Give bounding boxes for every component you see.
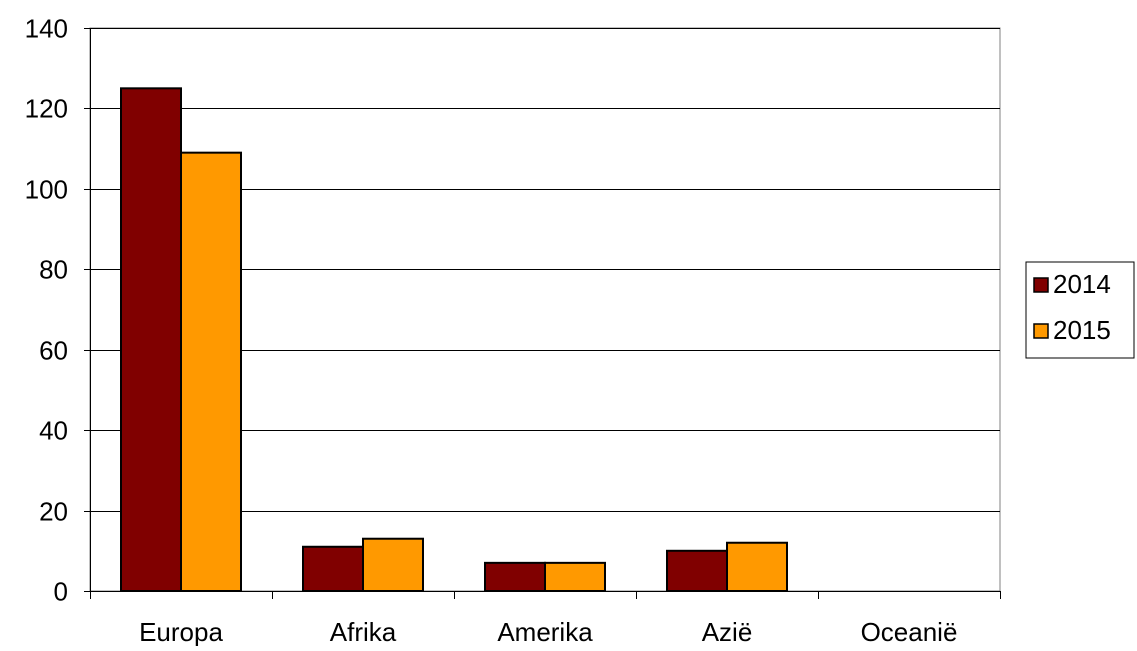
bar-2015-afrika [362, 537, 424, 593]
bar-2015-amerika [544, 561, 606, 592]
y-tick-label: 80 [39, 255, 68, 285]
y-tick-label: 20 [39, 497, 68, 527]
legend: 2014 2015 [1025, 261, 1135, 359]
bar-layer [120, 87, 788, 593]
bar-2014-azië [666, 549, 728, 592]
x-tick-label: Oceanië [861, 617, 958, 646]
y-tick-label: 40 [39, 416, 68, 446]
bar-2014-amerika [484, 561, 546, 592]
legend-label-2015: 2015 [1053, 315, 1111, 345]
legend-swatch-2015 [1033, 323, 1049, 339]
legend-label-2014: 2014 [1053, 269, 1111, 299]
y-tick-label: 140 [25, 14, 68, 44]
x-tick-label: Afrika [330, 617, 397, 646]
x-tick-label: Azië [702, 617, 753, 646]
x-tick-label: Europa [139, 617, 223, 646]
y-tick-label: 100 [25, 175, 68, 205]
y-tick-label: 0 [54, 577, 68, 607]
bar-2014-europa [120, 87, 182, 592]
y-tick-label: 120 [25, 94, 68, 124]
y-tick-label: 60 [39, 336, 68, 366]
bar-2014-afrika [302, 545, 364, 592]
legend-swatch-2014 [1033, 277, 1049, 293]
axis-layer: 0 20 40 60 80 100 120 140 Europa Afrika Amerika Azi… [25, 14, 1001, 647]
bar-2015-europa [180, 151, 242, 593]
x-tick-label: Amerika [497, 617, 593, 646]
bar-2015-azië [726, 541, 788, 592]
